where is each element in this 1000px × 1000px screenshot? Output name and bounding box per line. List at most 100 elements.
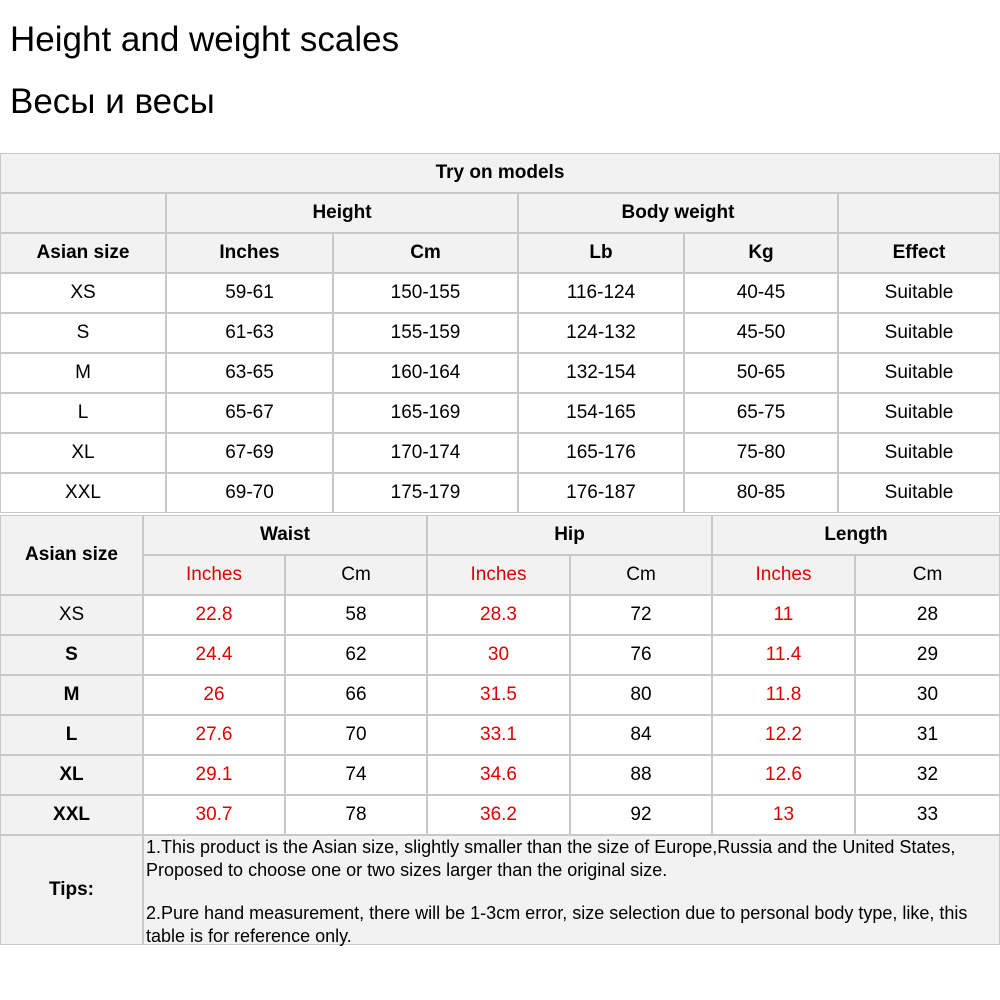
table-cell: 31	[855, 715, 1000, 755]
table-cell: 30	[427, 635, 570, 675]
table-cell: Suitable	[838, 313, 1000, 353]
column-header: Cm	[333, 233, 518, 273]
table-cell: 31.5	[427, 675, 570, 715]
table-cell: S	[0, 313, 166, 353]
table-cell: 33.1	[427, 715, 570, 755]
table-cell: 160-164	[333, 353, 518, 393]
table-cell: 58	[285, 595, 427, 635]
column-header: Asian size	[0, 515, 143, 595]
table-cell: 12.6	[712, 755, 855, 795]
column-header: Lb	[518, 233, 684, 273]
table-cell: 36.2	[427, 795, 570, 835]
table-cell: 50-65	[684, 353, 838, 393]
table-cell: 70	[285, 715, 427, 755]
table-cell: XS	[0, 595, 143, 635]
table-cell: 67-69	[166, 433, 333, 473]
table-cell: 28.3	[427, 595, 570, 635]
table-cell: 72	[570, 595, 712, 635]
table-cell: Suitable	[838, 433, 1000, 473]
table-cell: 11.4	[712, 635, 855, 675]
blank-cell	[0, 193, 166, 233]
table-cell: 40-45	[684, 273, 838, 313]
table-cell: XL	[0, 755, 143, 795]
table-cell: 34.6	[427, 755, 570, 795]
table-cell: 124-132	[518, 313, 684, 353]
group-header: Body weight	[518, 193, 838, 233]
table-cell: 28	[855, 595, 1000, 635]
table-cell: 65-75	[684, 393, 838, 433]
tip-note: 1.This product is the Asian size, slight…	[146, 837, 956, 880]
table-cell: 32	[855, 755, 1000, 795]
column-header: Kg	[684, 233, 838, 273]
table-cell: 65-67	[166, 393, 333, 433]
tips-label: Tips:	[0, 835, 143, 945]
subtitle: Весы и весы	[10, 82, 215, 121]
subcolumn-header: Cm	[570, 555, 712, 595]
table-cell: 74	[285, 755, 427, 795]
table-cell: 29	[855, 635, 1000, 675]
table-cell: 30.7	[143, 795, 285, 835]
table-cell: XXL	[0, 473, 166, 513]
table-cell: 88	[570, 755, 712, 795]
table-cell: 33	[855, 795, 1000, 835]
table-cell: 155-159	[333, 313, 518, 353]
table-cell: 62	[285, 635, 427, 675]
table-cell: 69-70	[166, 473, 333, 513]
table-cell: 92	[570, 795, 712, 835]
subcolumn-header: Inches	[143, 555, 285, 595]
table-cell: 27.6	[143, 715, 285, 755]
column-header: Effect	[838, 233, 1000, 273]
table-cell: 165-169	[333, 393, 518, 433]
table-cell: 30	[855, 675, 1000, 715]
group-header: Height	[166, 193, 518, 233]
table-title: Try on models	[0, 153, 1000, 193]
table-cell: S	[0, 635, 143, 675]
table-cell: M	[0, 675, 143, 715]
table-cell: 84	[570, 715, 712, 755]
tips-notes: 1.This product is the Asian size, slight…	[143, 835, 1000, 946]
table-cell: 76	[570, 635, 712, 675]
table-cell: 11	[712, 595, 855, 635]
table-cell: 132-154	[518, 353, 684, 393]
subcolumn-header: Cm	[855, 555, 1000, 595]
table-cell: XXL	[0, 795, 143, 835]
table-cell: Suitable	[838, 473, 1000, 513]
table-cell: 26	[143, 675, 285, 715]
table-cell: 59-61	[166, 273, 333, 313]
table-cell: Suitable	[838, 353, 1000, 393]
table-cell: XL	[0, 433, 166, 473]
table-cell: M	[0, 353, 166, 393]
group-header: Waist	[143, 515, 427, 555]
table-cell: 78	[285, 795, 427, 835]
table-cell: Suitable	[838, 273, 1000, 313]
table-cell: 170-174	[333, 433, 518, 473]
group-header: Length	[712, 515, 1000, 555]
table-cell: 175-179	[333, 473, 518, 513]
table-cell: L	[0, 393, 166, 433]
table-cell: 80-85	[684, 473, 838, 513]
subcolumn-header: Inches	[712, 555, 855, 595]
table-cell: 150-155	[333, 273, 518, 313]
table-cell: 29.1	[143, 755, 285, 795]
table-cell: 11.8	[712, 675, 855, 715]
table-cell: 22.8	[143, 595, 285, 635]
table-cell: 66	[285, 675, 427, 715]
table-cell: 63-65	[166, 353, 333, 393]
table-cell: 24.4	[143, 635, 285, 675]
table-cell: 13	[712, 795, 855, 835]
column-header: Asian size	[0, 233, 166, 273]
blank-cell	[838, 193, 1000, 233]
subcolumn-header: Cm	[285, 555, 427, 595]
table-cell: 80	[570, 675, 712, 715]
table-cell: 12.2	[712, 715, 855, 755]
tip-note: 2.Pure hand measurement, there will be 1…	[146, 903, 968, 946]
table-cell: 75-80	[684, 433, 838, 473]
title: Height and weight scales	[10, 20, 400, 59]
table-cell: L	[0, 715, 143, 755]
group-header: Hip	[427, 515, 712, 555]
table-cell: XS	[0, 273, 166, 313]
subcolumn-header: Inches	[427, 555, 570, 595]
table-cell: 165-176	[518, 433, 684, 473]
table-cell: 176-187	[518, 473, 684, 513]
